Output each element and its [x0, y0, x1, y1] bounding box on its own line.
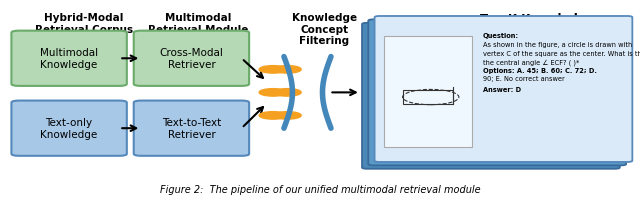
Text: 90; E. No correct answer: 90; E. No correct answer — [483, 76, 565, 82]
Circle shape — [273, 89, 301, 97]
FancyBboxPatch shape — [12, 32, 127, 86]
Text: Text-to-Text
Retriever: Text-to-Text Retriever — [162, 118, 221, 139]
FancyBboxPatch shape — [368, 20, 626, 166]
Circle shape — [273, 112, 301, 120]
Text: Question:: Question: — [483, 33, 519, 39]
Text: vertex C of the square as the center. What is the measure of: vertex C of the square as the center. Wh… — [483, 50, 640, 56]
Text: Cross-Modal
Retriever: Cross-Modal Retriever — [159, 48, 223, 70]
Text: As shown in the figure, a circle is drawn with: As shown in the figure, a circle is draw… — [483, 42, 632, 48]
FancyBboxPatch shape — [374, 17, 632, 162]
Circle shape — [273, 66, 301, 74]
FancyBboxPatch shape — [134, 101, 249, 156]
Text: Hybrid-Modal
Retrieval Corpus: Hybrid-Modal Retrieval Corpus — [35, 13, 132, 35]
Circle shape — [259, 112, 287, 120]
FancyBboxPatch shape — [384, 36, 472, 148]
Text: Text-only
Knowledge: Text-only Knowledge — [40, 118, 98, 139]
Text: Knowledge
Concept
Filtering: Knowledge Concept Filtering — [292, 13, 357, 46]
Text: Multimodal
Knowledge: Multimodal Knowledge — [40, 48, 98, 70]
FancyBboxPatch shape — [12, 101, 127, 156]
Text: the central angle ∠ ECF? ( )*: the central angle ∠ ECF? ( )* — [483, 59, 579, 65]
Circle shape — [259, 89, 287, 97]
Circle shape — [259, 66, 287, 74]
FancyBboxPatch shape — [362, 24, 620, 169]
Text: Answer: D: Answer: D — [483, 87, 521, 93]
Text: Figure 2:  The pipeline of our unified multimodal retrieval module: Figure 2: The pipeline of our unified mu… — [160, 185, 480, 195]
Text: Options: A. 45; B. 60; C. 72; D.: Options: A. 45; B. 60; C. 72; D. — [483, 67, 597, 73]
Text: Multimodal
Retrieval Module: Multimodal Retrieval Module — [148, 13, 248, 35]
Text: Top-K Knowledge: Top-K Knowledge — [480, 13, 594, 26]
FancyBboxPatch shape — [134, 32, 249, 86]
